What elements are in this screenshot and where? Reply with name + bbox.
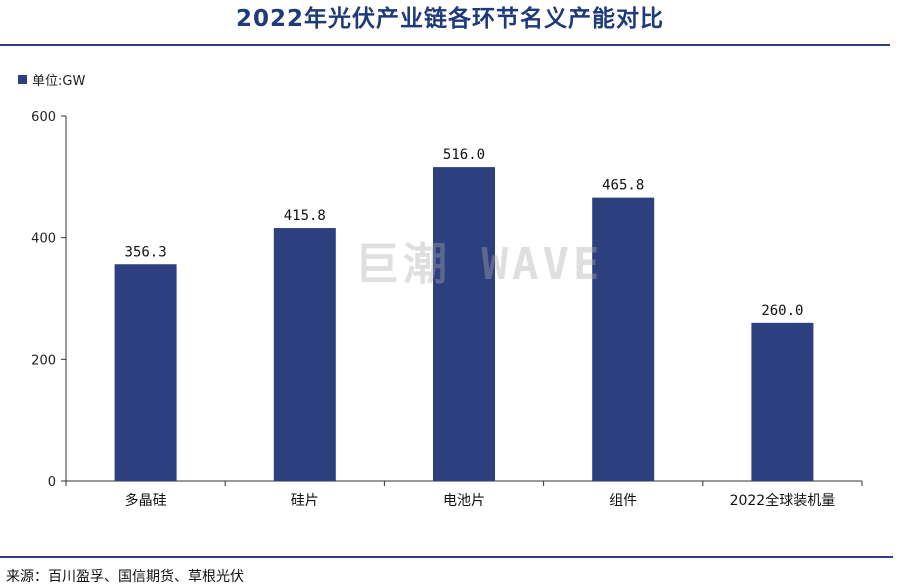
bar-value-label: 465.8 — [602, 178, 644, 194]
category-label: 多晶硅 — [125, 492, 167, 509]
footer-divider — [0, 556, 893, 558]
category-label: 硅片 — [291, 493, 319, 509]
y-tick-label: 400 — [31, 232, 56, 247]
watermark: 巨潮 WAVE — [355, 239, 604, 290]
bar — [592, 197, 655, 481]
category-label: 电池片 — [443, 493, 485, 509]
bar — [273, 228, 336, 481]
title-divider — [0, 44, 890, 46]
unit-swatch — [18, 74, 27, 84]
chart-title: 2022年光伏产业链各环节名义产能对比 — [235, 6, 664, 32]
bar — [751, 322, 814, 481]
unit-legend: 单位:GW — [18, 70, 86, 89]
bar-value-label: 356.3 — [125, 244, 167, 260]
bar — [433, 167, 495, 481]
bar-value-label: 260.0 — [761, 303, 803, 319]
bar-value-label: 516.0 — [443, 147, 485, 163]
source-note: 来源：百川盈孚、国信期货、草根光伏 — [6, 569, 244, 585]
y-tick-label: 0 — [48, 475, 56, 490]
bar-value-label: 415.8 — [284, 208, 326, 224]
y-tick-label: 200 — [31, 353, 56, 368]
bar — [114, 264, 177, 481]
category-label: 组件 — [609, 493, 637, 509]
unit-label: 单位:GW — [32, 73, 86, 89]
category-label: 2022全球装机量 — [730, 492, 836, 509]
y-tick-label: 600 — [31, 110, 56, 125]
